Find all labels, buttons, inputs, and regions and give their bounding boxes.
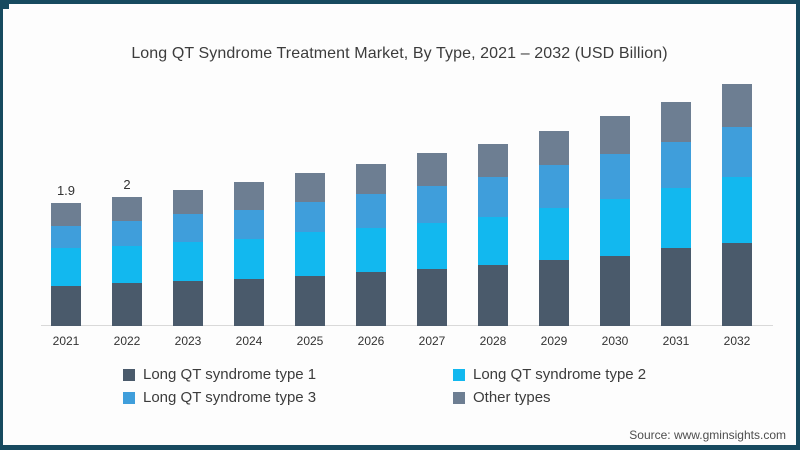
bar-segment xyxy=(417,186,447,224)
bar-segment xyxy=(51,226,81,249)
bar-segment xyxy=(173,281,203,326)
bar-segment xyxy=(417,223,447,270)
bar-segment xyxy=(234,278,264,326)
plot-area: 1.9 2021 2 2022 2023 2024 2025 2026 2027 2028 2029… xyxy=(3,4,796,445)
x-axis-label: 2029 xyxy=(540,334,568,348)
bar-segment xyxy=(661,248,691,326)
bar-segment xyxy=(661,141,691,189)
bar-segment xyxy=(478,216,508,266)
bar-segment xyxy=(722,243,752,326)
bar-segment xyxy=(722,127,752,178)
x-axis-label: 2023 xyxy=(174,334,202,348)
legend-swatch xyxy=(123,368,135,381)
bar-segment xyxy=(295,202,325,232)
legend-label: Long QT syndrome type 3 xyxy=(143,389,317,406)
bar-segment xyxy=(539,131,569,165)
bar-segment xyxy=(112,220,142,247)
bar-segment xyxy=(417,153,447,187)
x-axis-label: 2024 xyxy=(235,334,263,348)
x-axis-label: 2030 xyxy=(601,334,629,348)
bar-segment xyxy=(417,269,447,326)
chart-title: Long QT Syndrome Treatment Market, By Ty… xyxy=(131,45,668,62)
legend-label: Long QT syndrome type 2 xyxy=(473,366,647,383)
legend-item: Long QT syndrome type 1 xyxy=(123,366,316,383)
bar-segment xyxy=(112,283,142,326)
bar-segment xyxy=(600,256,630,326)
bar-segment xyxy=(539,207,569,260)
bar-value-label: 1.9 xyxy=(56,183,76,199)
bar-segment xyxy=(661,188,691,249)
bar-segment xyxy=(722,177,752,244)
x-axis-label: 2032 xyxy=(723,334,751,348)
bar-segment xyxy=(356,228,386,272)
bar-segment xyxy=(51,203,81,227)
bar-segment xyxy=(173,190,203,215)
bar-segment xyxy=(234,182,264,211)
x-axis-label: 2022 xyxy=(113,334,141,348)
bar-segment xyxy=(600,116,630,154)
bar-segment xyxy=(173,214,203,242)
bar-segment xyxy=(539,260,569,326)
bar-segment xyxy=(112,197,142,221)
x-axis-label: 2028 xyxy=(479,334,507,348)
bar-segment xyxy=(478,143,508,178)
legend-swatch xyxy=(453,391,465,404)
bar-segment xyxy=(661,102,691,142)
legend-swatch xyxy=(123,391,135,404)
legend-swatch xyxy=(453,368,465,381)
corner-accent xyxy=(3,4,9,9)
x-axis-label: 2027 xyxy=(418,334,446,348)
bar-segment xyxy=(356,164,386,194)
bar-segment xyxy=(600,153,630,200)
bar-segment xyxy=(478,265,508,326)
legend-item: Long QT syndrome type 3 xyxy=(123,389,316,406)
bar-value-label: 2 xyxy=(123,177,131,193)
x-axis-label: 2031 xyxy=(662,334,690,348)
bar-segment xyxy=(295,231,325,276)
bar-segment xyxy=(173,241,203,282)
bar-segment xyxy=(112,246,142,284)
bar-segment xyxy=(295,173,325,203)
bar-segment xyxy=(51,285,81,326)
bar-segment xyxy=(478,177,508,217)
legend-label: Other types xyxy=(473,389,551,406)
bar-segment xyxy=(539,164,569,208)
bar-segment xyxy=(722,84,752,128)
bar-segment xyxy=(51,248,81,286)
x-axis-label: 2021 xyxy=(52,334,80,348)
bar-segment xyxy=(234,210,264,239)
bar-segment xyxy=(600,199,630,257)
bar-segment xyxy=(295,275,325,326)
bar-segment xyxy=(356,194,386,229)
x-axis-label: 2025 xyxy=(296,334,324,348)
legend-item: Long QT syndrome type 2 xyxy=(453,366,646,383)
bar-segment xyxy=(356,271,386,326)
source-label: Source: www.gminsights.com xyxy=(629,428,786,442)
x-axis-line xyxy=(41,325,773,326)
bar-segment xyxy=(234,238,264,279)
legend-label: Long QT syndrome type 1 xyxy=(143,366,317,383)
legend-item: Other types xyxy=(453,389,551,406)
x-axis-label: 2026 xyxy=(357,334,385,348)
